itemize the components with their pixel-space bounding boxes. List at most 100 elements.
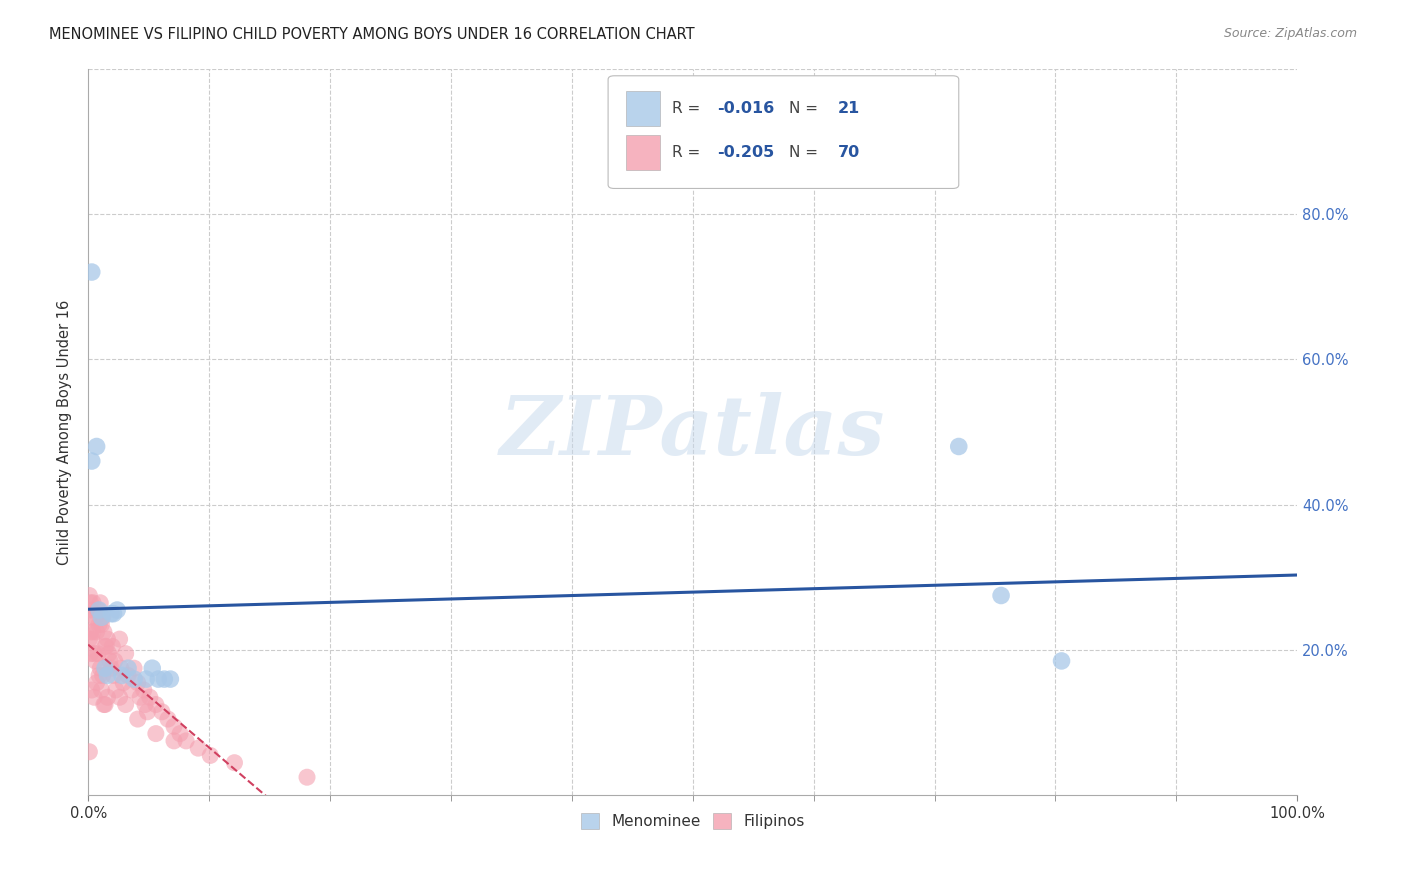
Point: [80, 603, 103, 617]
Point: [82, 624, 104, 639]
Point: [159, 672, 181, 686]
Point: [91, 668, 114, 682]
Point: [134, 698, 156, 712]
Point: [87, 647, 110, 661]
Point: [174, 734, 197, 748]
Point: [87, 617, 110, 632]
Point: [104, 654, 127, 668]
Point: [83, 690, 105, 705]
Point: [108, 690, 131, 705]
Point: [80, 683, 103, 698]
Point: [87, 603, 110, 617]
Point: [90, 610, 112, 624]
Point: [148, 672, 170, 686]
Point: [96, 668, 118, 682]
Point: [79, 745, 101, 759]
Point: [145, 726, 167, 740]
Point: [948, 440, 970, 454]
Point: [132, 683, 155, 698]
Text: MENOMINEE VS FILIPINO CHILD POVERTY AMONG BOYS UNDER 16 CORRELATION CHART: MENOMINEE VS FILIPINO CHILD POVERTY AMON…: [49, 27, 695, 42]
Point: [117, 661, 139, 675]
Point: [122, 661, 145, 675]
Point: [89, 661, 111, 675]
Text: N =: N =: [790, 101, 824, 116]
Text: -0.016: -0.016: [717, 101, 775, 116]
Legend: Menominee, Filipinos: Menominee, Filipinos: [575, 806, 811, 835]
Point: [86, 440, 108, 454]
Point: [105, 603, 128, 617]
Point: [104, 683, 127, 698]
Point: [82, 596, 104, 610]
Point: [87, 603, 110, 617]
Text: -0.205: -0.205: [717, 145, 775, 160]
Point: [163, 734, 186, 748]
Point: [1050, 654, 1073, 668]
Point: [145, 698, 167, 712]
Point: [94, 661, 117, 675]
Point: [295, 770, 318, 784]
Point: [90, 617, 112, 632]
Point: [122, 672, 145, 686]
Point: [79, 647, 101, 661]
Point: [84, 654, 107, 668]
Point: [98, 654, 121, 668]
FancyBboxPatch shape: [626, 91, 659, 126]
FancyBboxPatch shape: [626, 135, 659, 169]
Point: [139, 690, 162, 705]
Y-axis label: Child Poverty Among Boys Under 16: Child Poverty Among Boys Under 16: [58, 300, 72, 565]
Point: [156, 712, 179, 726]
Point: [96, 632, 118, 646]
Point: [96, 640, 118, 654]
Point: [117, 668, 139, 682]
Point: [80, 265, 103, 279]
Point: [97, 647, 120, 661]
Point: [86, 675, 108, 690]
Point: [224, 756, 246, 770]
Point: [100, 607, 122, 621]
Point: [79, 596, 101, 610]
Point: [79, 632, 101, 646]
Point: [114, 647, 136, 661]
Text: 70: 70: [838, 145, 860, 160]
Point: [91, 610, 114, 624]
Point: [93, 624, 115, 639]
Point: [108, 632, 131, 646]
Text: N =: N =: [790, 145, 824, 160]
Point: [114, 698, 136, 712]
Point: [94, 698, 117, 712]
Point: [200, 748, 222, 763]
Point: [79, 610, 101, 624]
Point: [135, 672, 157, 686]
Point: [83, 647, 105, 661]
Point: [103, 668, 125, 682]
Text: Source: ZipAtlas.com: Source: ZipAtlas.com: [1223, 27, 1357, 40]
Point: [86, 624, 108, 639]
Point: [127, 675, 149, 690]
Point: [101, 640, 124, 654]
Point: [141, 661, 163, 675]
Point: [79, 624, 101, 639]
Point: [90, 683, 112, 698]
Point: [163, 719, 186, 733]
Point: [150, 705, 173, 719]
Point: [94, 640, 117, 654]
Point: [96, 690, 118, 705]
Point: [87, 668, 110, 682]
Text: 21: 21: [838, 101, 860, 116]
Point: [127, 712, 149, 726]
Point: [990, 589, 1012, 603]
Point: [136, 705, 159, 719]
Point: [129, 690, 152, 705]
FancyBboxPatch shape: [609, 76, 959, 188]
Point: [153, 672, 176, 686]
Point: [80, 632, 103, 646]
Point: [89, 596, 111, 610]
Point: [93, 698, 115, 712]
Point: [80, 454, 103, 468]
Point: [79, 589, 101, 603]
Point: [103, 607, 125, 621]
Point: [187, 741, 209, 756]
Point: [121, 683, 143, 698]
Point: [84, 610, 107, 624]
Point: [111, 668, 134, 682]
